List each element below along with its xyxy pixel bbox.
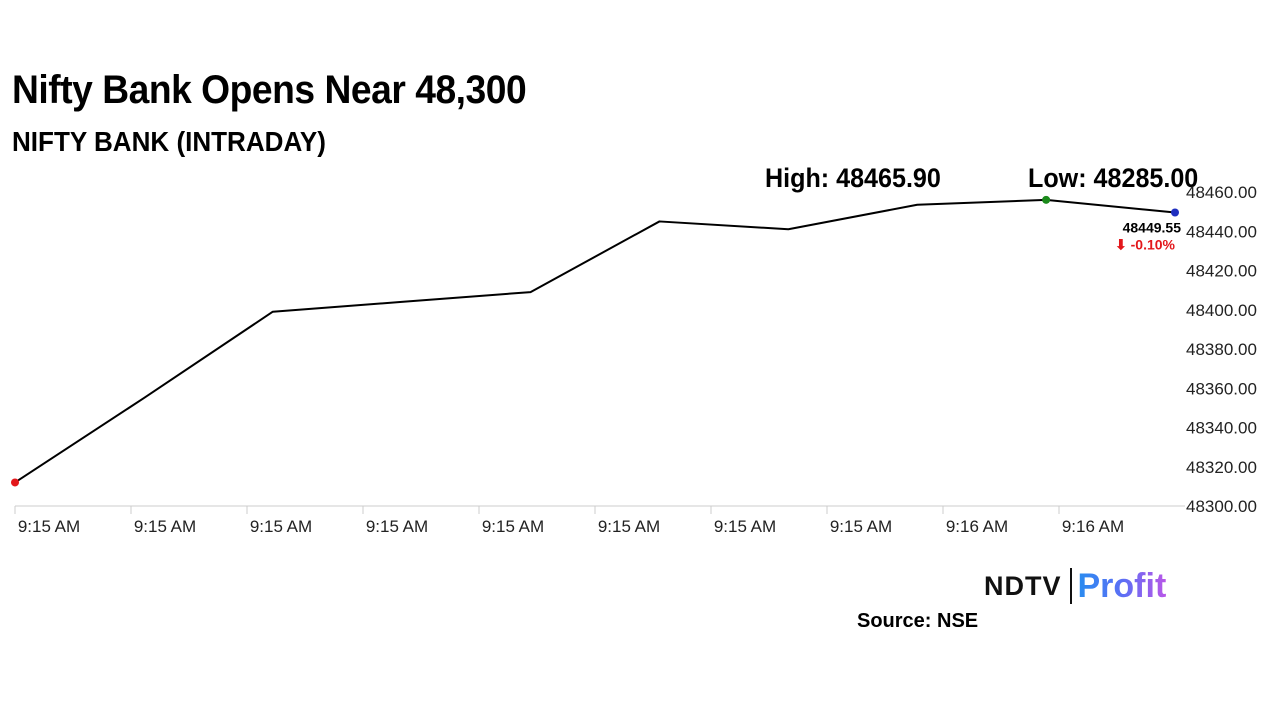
last-point-marker (1171, 208, 1179, 217)
source-label: Source: NSE (857, 610, 979, 632)
x-tick-label: 9:15 AM (18, 517, 80, 536)
y-tick-label: 48380.00 (1186, 340, 1257, 359)
high-point-marker (1042, 195, 1051, 204)
y-tick-label: 48360.00 (1186, 379, 1257, 398)
x-tick-label: 9:15 AM (714, 517, 776, 536)
logo-divider (1069, 568, 1072, 604)
x-tick-label: 9:15 AM (598, 517, 660, 536)
y-tick-label: 48340.00 (1186, 419, 1257, 438)
logo-profit-text: Profit (1077, 566, 1167, 605)
start-point-marker (11, 478, 19, 487)
x-tick-label: 9:15 AM (134, 517, 196, 536)
chart-subtitle: NIFTY BANK (INTRADAY) (12, 126, 326, 157)
y-tick-label: 48440.00 (1186, 222, 1257, 241)
ndtv-profit-logo: NDTV Profit (984, 566, 1166, 606)
y-tick-label: 48300.00 (1186, 497, 1257, 516)
x-tick-label: 9:15 AM (366, 517, 428, 536)
y-tick-label: 48400.00 (1186, 301, 1257, 320)
x-tick-label: 9:15 AM (482, 517, 544, 536)
y-tick-label: 48420.00 (1186, 262, 1257, 281)
x-tick-label: 9:15 AM (830, 517, 892, 536)
line-chart: 9:15 AM 9:15 AM 9:15 AM 9:15 AM 9:15 AM 9:15 … (11, 183, 1257, 536)
low-label: Low: 48285.00 (1028, 163, 1199, 193)
logo-ndtv-text: NDTV (984, 570, 1062, 601)
last-value-label: 48449.55 (1123, 220, 1182, 236)
x-tick-label: 9:16 AM (1062, 517, 1124, 536)
y-tick-label: 48320.00 (1186, 458, 1257, 477)
y-tick-label: 48460.00 (1186, 183, 1257, 202)
series-line (14, 198, 1176, 484)
change-label: ⬇ -0.10% (1115, 237, 1176, 253)
chart-title: Nifty Bank Opens Near 48,300 (12, 68, 527, 112)
x-tick-label: 9:15 AM (250, 517, 312, 536)
high-label: High: 48465.90 (765, 163, 941, 193)
x-tick-label: 9:16 AM (946, 517, 1008, 536)
